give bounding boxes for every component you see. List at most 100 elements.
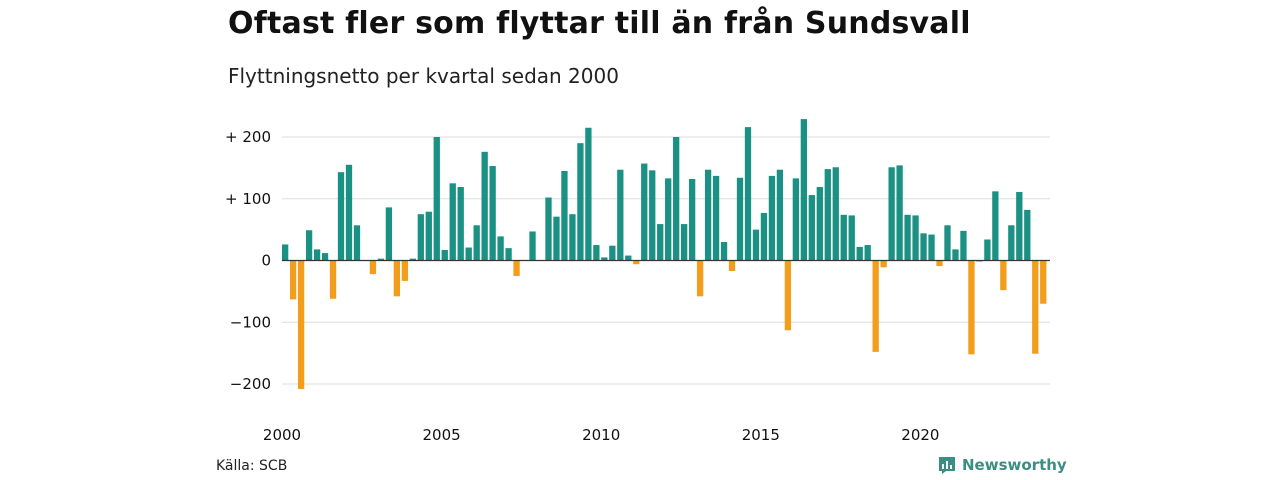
bar (641, 163, 648, 261)
bar (968, 260, 975, 355)
bar (800, 119, 807, 261)
bar (417, 214, 424, 261)
bar (385, 207, 393, 261)
bar (1024, 209, 1031, 261)
bar (928, 234, 935, 261)
bar (489, 166, 496, 261)
bar (505, 248, 512, 261)
bar (808, 195, 815, 261)
y-tick-label: −200 (230, 375, 271, 393)
bar (577, 143, 584, 261)
bar (752, 229, 760, 261)
y-axis-ticks: + 200 + 100 0 −100 −200 (225, 128, 271, 393)
bar (1040, 260, 1047, 304)
bar (313, 249, 321, 261)
y-tick-label: + 200 (225, 128, 271, 146)
bar (665, 178, 672, 261)
bar (736, 177, 744, 261)
chart-subtitle: Flyttningsnetto per kvartal sedan 2000 (228, 64, 619, 88)
bar (792, 178, 800, 261)
bar (872, 260, 879, 352)
bar (609, 245, 616, 261)
bar (952, 249, 959, 261)
bar (816, 187, 823, 261)
bars (282, 119, 1047, 389)
y-tick-label: + 100 (225, 190, 271, 208)
bar (449, 183, 456, 261)
bar (984, 239, 991, 261)
bar (936, 260, 943, 267)
bar (904, 214, 911, 261)
bar (840, 214, 847, 261)
x-tick-label: 2005 (423, 426, 461, 444)
bar (1016, 191, 1023, 261)
bar (353, 225, 361, 261)
bar (593, 245, 600, 261)
bar (321, 253, 329, 261)
bar (473, 225, 480, 261)
bar (912, 215, 919, 261)
brand-name: Newsworthy (962, 456, 1067, 474)
bar (864, 245, 871, 261)
bar (848, 215, 855, 261)
bar (441, 250, 448, 261)
x-tick-label: 2000 (263, 426, 301, 444)
bar (345, 164, 353, 261)
bar (465, 247, 472, 261)
bar (529, 231, 536, 261)
bar (776, 169, 784, 261)
bar (657, 224, 664, 261)
bar (688, 178, 696, 261)
bar (704, 169, 712, 261)
bar (712, 175, 720, 261)
bar (633, 260, 640, 265)
bar (545, 197, 552, 261)
bar (497, 236, 504, 261)
bar (393, 260, 401, 297)
x-tick-label: 2020 (901, 426, 939, 444)
bar (920, 233, 927, 261)
x-tick-label: 2010 (582, 426, 620, 444)
bar (601, 257, 608, 261)
grid-lines (282, 136, 1050, 385)
chart-title: Oftast fler som flyttar till än från Sun… (228, 6, 971, 41)
bar (1000, 260, 1007, 291)
bar (297, 260, 305, 389)
bar (856, 246, 863, 261)
bar (720, 241, 728, 261)
bar (1032, 260, 1039, 354)
bar (425, 211, 432, 261)
bar (457, 187, 464, 261)
bar (760, 212, 768, 261)
bar (377, 258, 385, 261)
bar (824, 169, 831, 261)
bar (337, 172, 345, 261)
bar (329, 260, 337, 299)
bar (481, 151, 488, 261)
bar (896, 165, 903, 261)
newsworthy-chart-icon (939, 457, 955, 474)
bar (433, 137, 440, 261)
bar (553, 216, 560, 261)
y-tick-label: 0 (261, 252, 271, 270)
bar (944, 225, 951, 261)
y-tick-label: −100 (230, 313, 271, 331)
bar (681, 224, 688, 261)
source-note: Källa: SCB (216, 458, 288, 474)
bar (617, 169, 624, 261)
bar (976, 260, 983, 262)
bar (305, 230, 313, 261)
bar (282, 244, 289, 261)
bar (784, 260, 792, 331)
bar (513, 260, 520, 276)
bar (649, 170, 656, 261)
bar (409, 258, 416, 261)
bar (673, 137, 680, 261)
bar (625, 255, 632, 261)
bar (401, 260, 408, 281)
bar (289, 260, 297, 300)
bar (569, 214, 576, 261)
bar (960, 230, 967, 261)
bar (880, 260, 887, 268)
